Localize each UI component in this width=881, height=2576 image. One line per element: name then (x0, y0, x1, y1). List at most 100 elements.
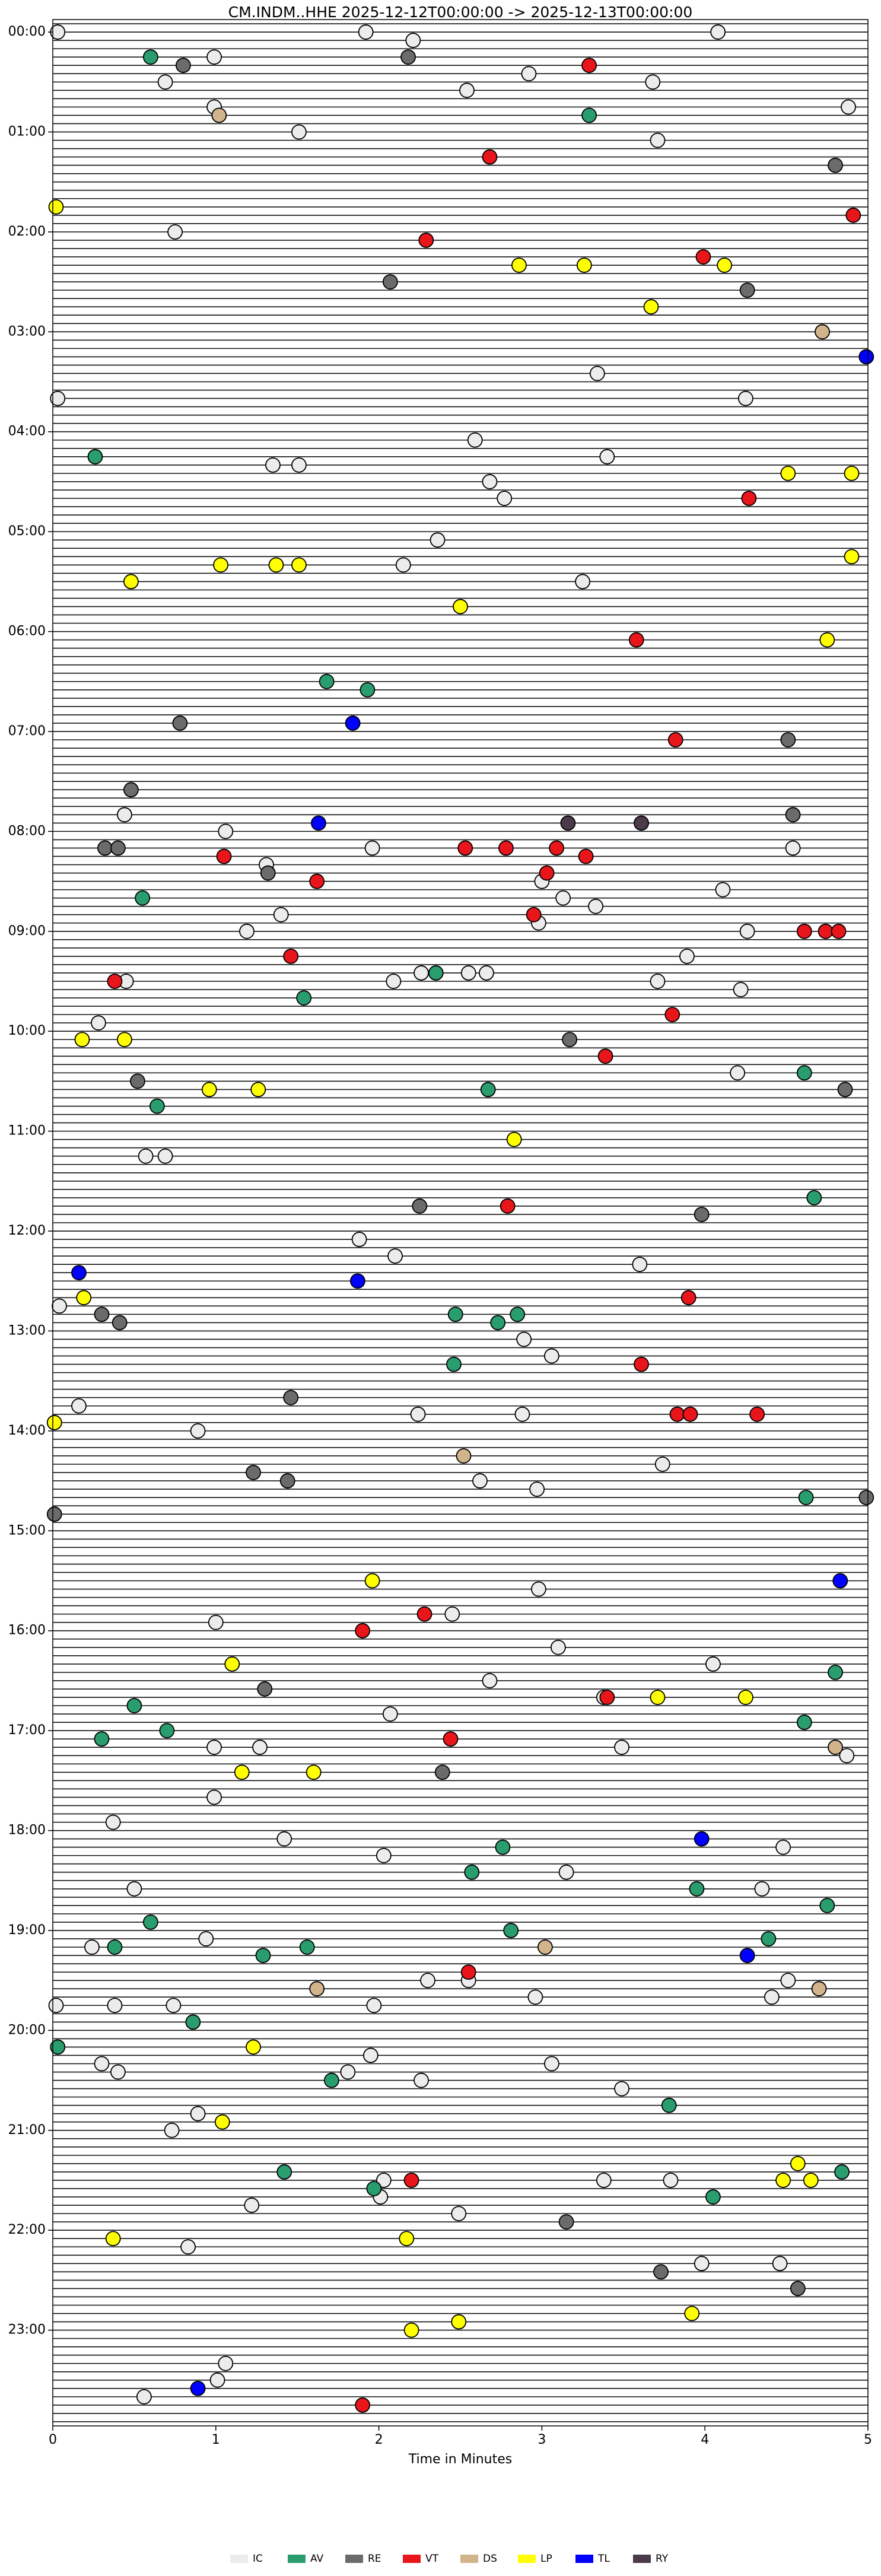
event-marker (643, 299, 659, 315)
event-marker (50, 390, 66, 406)
event-marker (400, 49, 416, 65)
event-marker (291, 457, 307, 473)
event-marker (739, 1948, 755, 1963)
event-marker (107, 1939, 123, 1955)
event-marker (252, 1739, 268, 1756)
event-marker (511, 257, 527, 273)
event-marker (319, 673, 335, 689)
event-marker (543, 2056, 559, 2072)
event-marker (599, 1690, 615, 1705)
event-marker (645, 74, 661, 90)
event-marker (94, 1731, 110, 1747)
legend-label: IC (253, 2553, 263, 2565)
legend-swatch (518, 2555, 536, 2563)
event-marker (531, 1581, 546, 1597)
x-tick-label: 4 (701, 2432, 709, 2447)
event-marker (790, 2281, 806, 2297)
legend-label: AV (310, 2553, 324, 2565)
event-marker (796, 1065, 812, 1081)
y-tick-label: 06:00 (8, 624, 46, 639)
event-marker (299, 1939, 315, 1955)
event-marker (664, 1007, 680, 1023)
event-marker (190, 1423, 206, 1439)
event-marker (46, 1414, 62, 1430)
event-marker (279, 1473, 295, 1489)
y-tick-label: 17:00 (8, 1723, 46, 1738)
event-marker (739, 923, 755, 939)
event-marker (142, 49, 158, 65)
event-marker (376, 2173, 392, 2188)
event-marker (539, 865, 555, 881)
event-marker (447, 1306, 463, 1322)
event-marker (764, 1989, 780, 2005)
event-marker (490, 1315, 506, 1331)
event-marker (306, 1764, 322, 1780)
event-marker (362, 2047, 379, 2063)
event-marker (185, 2014, 201, 2030)
event-marker (803, 2173, 819, 2188)
event-marker (694, 1831, 710, 1847)
event-marker (589, 365, 605, 381)
event-marker (414, 965, 429, 981)
event-marker (110, 2064, 126, 2080)
event-marker (634, 1356, 649, 1372)
event-marker (560, 815, 576, 831)
event-marker (844, 465, 860, 481)
event-marker (382, 1706, 398, 1722)
event-marker (749, 1406, 765, 1422)
event-marker (172, 715, 188, 731)
event-marker (780, 465, 796, 481)
event-marker (412, 1198, 428, 1214)
event-marker (772, 2256, 788, 2272)
y-tick-label: 08:00 (8, 823, 46, 838)
event-marker (710, 24, 726, 40)
event-marker (650, 132, 666, 148)
event-marker (164, 2122, 180, 2138)
event-marker (543, 1348, 559, 1364)
event-marker (796, 1715, 812, 1730)
event-marker (142, 1914, 158, 1930)
event-marker (537, 1939, 553, 1955)
event-marker (790, 2156, 806, 2171)
legend-label: LP (540, 2553, 552, 2565)
event-marker (117, 807, 132, 823)
event-marker (430, 532, 446, 548)
y-tick-label: 05:00 (8, 524, 46, 539)
y-tick-label: 16:00 (8, 1623, 46, 1638)
event-marker (387, 1248, 403, 1264)
event-marker (837, 1082, 853, 1098)
event-marker (135, 890, 151, 906)
event-marker (157, 1148, 173, 1164)
event-marker (76, 1290, 92, 1306)
event-marker (549, 840, 565, 856)
event-marker (376, 1847, 392, 1863)
event-marker (355, 2397, 371, 2413)
marks (46, 24, 874, 2413)
legend-swatch (633, 2555, 651, 2563)
event-marker (663, 2173, 679, 2188)
event-marker (575, 574, 590, 590)
event-marker (206, 49, 222, 65)
event-marker (216, 848, 232, 864)
event-marker (276, 2164, 292, 2180)
event-marker (167, 224, 183, 240)
event-marker (828, 157, 843, 173)
event-marker (634, 815, 649, 831)
event-marker (50, 2039, 66, 2055)
event-marker (654, 1456, 670, 1472)
event-marker (521, 66, 537, 82)
event-marker (717, 257, 733, 273)
event-marker (653, 2264, 669, 2280)
y-tick-label: 18:00 (8, 1823, 46, 1838)
event-marker (175, 58, 191, 74)
event-marker (239, 923, 255, 939)
legend-swatch (460, 2555, 478, 2563)
event-marker (190, 2380, 206, 2396)
event-marker (578, 848, 594, 864)
event-marker (467, 432, 483, 448)
event-marker (506, 1131, 522, 1147)
event-marker (74, 1032, 90, 1048)
event-marker (529, 1481, 545, 1497)
event-marker (588, 898, 603, 914)
